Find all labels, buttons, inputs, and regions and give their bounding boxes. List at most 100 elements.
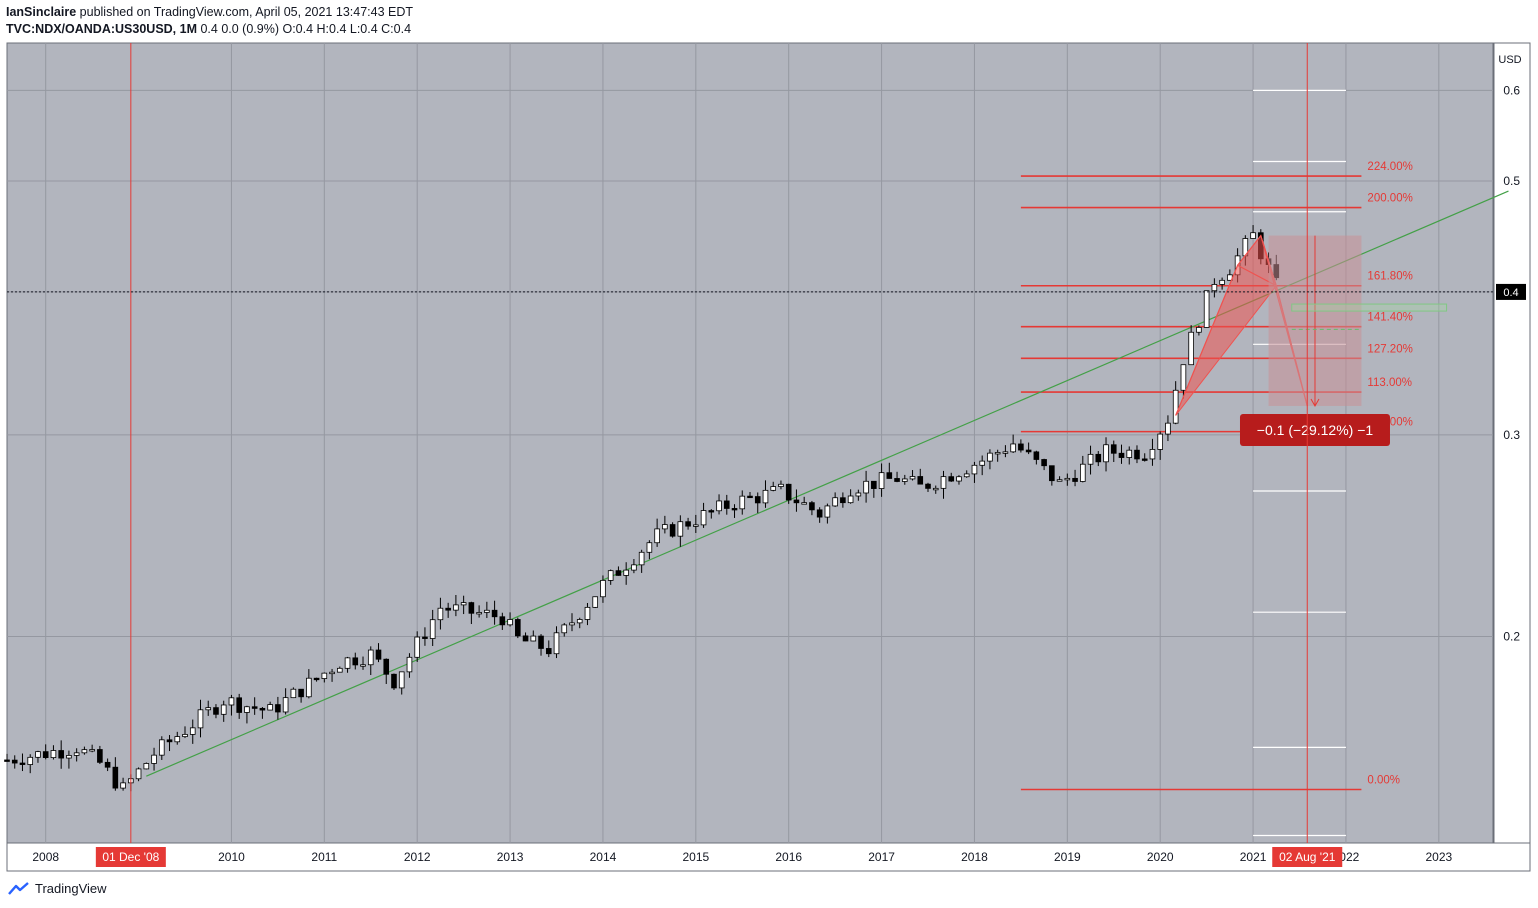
candle-down <box>731 508 738 511</box>
y-tick-label: 0.2 <box>1503 629 1520 643</box>
candle-down <box>809 502 815 511</box>
x-tick-label: 2023 <box>1425 850 1452 864</box>
candle-up <box>778 483 784 487</box>
candle-up <box>429 619 436 639</box>
candle-down <box>754 496 761 504</box>
candle-up <box>693 524 699 527</box>
last-price-label: 0.4 <box>1503 287 1518 299</box>
candle-up <box>700 510 707 526</box>
candle-up <box>1196 327 1202 333</box>
vertical-marker-label: 02 Aug '21 <box>1279 850 1336 864</box>
tradingview-footer[interactable]: TradingView <box>8 881 107 896</box>
candle-up <box>824 505 831 518</box>
publish-info: IanSinclaire published on TradingView.co… <box>6 5 413 19</box>
candle-down <box>840 497 846 504</box>
candle-up <box>584 606 591 620</box>
x-tick-label: 2016 <box>775 850 802 864</box>
x-tick-label: 2017 <box>868 850 895 864</box>
candle-down <box>1118 452 1125 458</box>
x-tick-label: 2019 <box>1054 850 1081 864</box>
x-tick-label: 2020 <box>1147 850 1174 864</box>
candle-up <box>306 677 312 698</box>
candle-up <box>1219 279 1225 285</box>
candle-up <box>476 612 482 615</box>
candle-down <box>236 697 242 713</box>
x-tick-label: 2008 <box>32 850 59 864</box>
candle-up <box>398 671 405 689</box>
candle-down <box>1018 443 1024 451</box>
y-tick-label: 0.3 <box>1503 428 1520 442</box>
candle-up <box>1250 232 1256 239</box>
target-zone <box>1291 303 1448 312</box>
candle-up <box>576 619 583 624</box>
candle-down <box>375 649 382 660</box>
candle-down <box>785 483 792 501</box>
candle-up <box>367 649 374 666</box>
candle-down <box>1033 451 1040 460</box>
candle-down <box>259 707 266 711</box>
candle-up <box>453 604 459 611</box>
candle-up <box>344 657 351 669</box>
candle-up <box>607 570 614 581</box>
candle-down <box>112 766 119 789</box>
symbol-info: TVC:NDX/OANDA:US30USD, 1M 0.4 0.0 (0.9%)… <box>6 22 411 36</box>
candle-up <box>228 697 235 706</box>
candle-down <box>352 657 359 666</box>
candle-up <box>1126 449 1133 458</box>
candle-down <box>491 609 498 618</box>
candle-up <box>832 497 838 507</box>
candle-down <box>545 648 552 655</box>
author-name[interactable]: IanSinclaire <box>6 5 77 19</box>
candle-up <box>561 624 568 634</box>
candle-up <box>994 452 1001 455</box>
candle-down <box>383 658 390 675</box>
measure-label: −0.1 (−29.12%) −1 <box>1257 422 1374 438</box>
candle-up <box>1180 364 1187 391</box>
candle-down <box>515 619 521 637</box>
candle-down <box>58 750 64 759</box>
candle-up <box>35 751 41 758</box>
candle-up <box>646 542 653 553</box>
candle-up <box>1211 284 1218 292</box>
candle-down <box>886 472 893 479</box>
candle-up <box>267 704 273 711</box>
candle-up <box>282 697 289 713</box>
candle-up <box>1149 449 1156 460</box>
candle-down <box>391 673 397 689</box>
candle-up <box>716 500 722 512</box>
measure-arrowhead <box>1310 398 1320 407</box>
candle-down <box>213 707 219 715</box>
candle-up <box>182 733 188 738</box>
candle-up <box>971 464 978 475</box>
candle-down <box>19 762 26 765</box>
candle-up <box>1188 331 1194 366</box>
candle-up <box>963 473 970 478</box>
candle-up <box>553 632 560 655</box>
candle-up <box>878 472 885 489</box>
candle-up <box>337 667 343 673</box>
x-tick-label: 2010 <box>218 850 245 864</box>
candle-up <box>360 664 366 667</box>
candle-up <box>414 636 420 658</box>
candle-up <box>631 564 637 571</box>
price-axis <box>1493 42 1531 844</box>
candle-up <box>81 749 88 754</box>
plot-frame <box>6 42 1494 844</box>
candle-up <box>801 502 807 505</box>
candle-down <box>104 761 111 768</box>
candle-down <box>615 570 622 576</box>
fib-level-label: 200.00% <box>1367 193 1412 205</box>
x-tick-label: 2018 <box>961 850 988 864</box>
candle-up <box>932 487 939 491</box>
candle-down <box>499 616 506 626</box>
candle-up <box>1157 433 1163 450</box>
candle-up <box>592 596 599 608</box>
candle-up <box>189 727 196 735</box>
candle-up <box>940 476 947 489</box>
candle-up <box>654 528 660 544</box>
candle-down <box>97 749 103 763</box>
x-tick-label: 2014 <box>590 850 617 864</box>
candle-down <box>948 476 955 482</box>
candle-up <box>406 656 413 673</box>
